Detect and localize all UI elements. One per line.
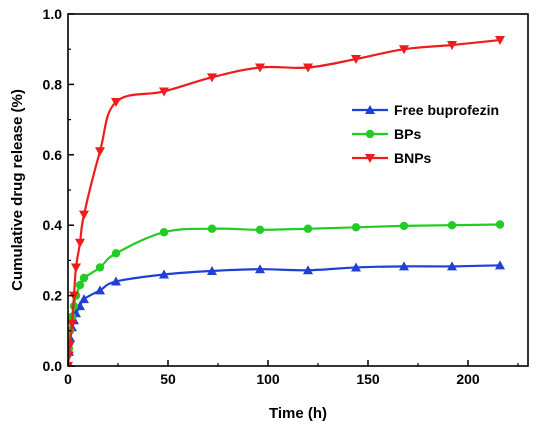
y-axis-title: Cumulative drug release (%) bbox=[9, 89, 26, 291]
legend-label-bnps: BNPs bbox=[394, 150, 432, 166]
data-point-bps bbox=[351, 223, 361, 232]
y-tick-label: 0.6 bbox=[43, 147, 63, 163]
x-tick-label: 100 bbox=[256, 371, 280, 387]
data-point-bnps bbox=[399, 45, 409, 55]
data-point-free-buprofezin bbox=[79, 294, 89, 304]
series-line-bps bbox=[68, 223, 501, 366]
data-point-bnps bbox=[255, 63, 265, 73]
data-point-bps bbox=[255, 225, 265, 234]
data-point-free-buprofezin bbox=[111, 276, 121, 286]
x-tick-label: 0 bbox=[64, 371, 72, 387]
y-tick-label: 0.4 bbox=[43, 217, 63, 233]
legend-marker-free-buprofezin bbox=[365, 105, 375, 114]
legend-item-bps: BPs bbox=[352, 126, 421, 142]
data-point-bps bbox=[111, 249, 121, 258]
series-line-free-buprofezin bbox=[68, 264, 501, 366]
data-point-free-buprofezin bbox=[399, 261, 409, 271]
data-point-bnps bbox=[207, 73, 217, 83]
data-point-bps bbox=[75, 280, 85, 290]
series-free-buprofezin bbox=[68, 260, 505, 366]
data-point-bps bbox=[95, 263, 105, 272]
data-point-bnps bbox=[68, 362, 73, 366]
data-point-free-buprofezin bbox=[159, 269, 169, 279]
legend-item-free-buprofezin: Free buprofezin bbox=[352, 102, 499, 118]
data-point-free-buprofezin bbox=[351, 262, 361, 272]
data-point-bnps bbox=[68, 351, 74, 361]
data-point-bnps bbox=[303, 63, 313, 73]
data-point-free-buprofezin bbox=[303, 265, 313, 275]
x-axis-title: Time (h) bbox=[269, 405, 327, 422]
data-point-bnps bbox=[447, 40, 457, 50]
series-bps bbox=[68, 220, 505, 366]
data-point-free-buprofezin bbox=[95, 285, 105, 295]
data-point-bps bbox=[159, 228, 169, 237]
data-point-free-buprofezin bbox=[495, 260, 505, 270]
data-point-bps bbox=[79, 273, 89, 283]
data-point-bnps bbox=[159, 87, 169, 97]
legend-label-free-buprofezin: Free buprofezin bbox=[394, 102, 499, 118]
y-tick-label: 0.8 bbox=[43, 76, 63, 92]
x-tick-label: 50 bbox=[160, 371, 176, 387]
data-point-bnps bbox=[68, 340, 75, 350]
legend-label-bps: BPs bbox=[394, 126, 421, 142]
data-point-bps bbox=[447, 221, 457, 230]
series-bnps bbox=[68, 36, 505, 366]
data-point-bps bbox=[207, 224, 217, 233]
data-point-bps bbox=[495, 220, 505, 229]
x-tick-label: 200 bbox=[456, 371, 480, 387]
data-point-bnps bbox=[495, 36, 505, 46]
data-point-bnps bbox=[68, 319, 77, 329]
y-tick-label: 0.0 bbox=[43, 358, 63, 374]
data-point-bnps bbox=[75, 238, 85, 248]
x-tick-label: 150 bbox=[356, 371, 380, 387]
data-point-bnps bbox=[95, 147, 105, 157]
data-point-free-buprofezin bbox=[207, 265, 217, 275]
data-point-bnps bbox=[71, 263, 81, 273]
data-point-free-buprofezin bbox=[447, 261, 457, 271]
data-point-bps bbox=[399, 221, 409, 231]
series-line-bnps bbox=[68, 38, 501, 366]
data-point-bnps bbox=[79, 210, 89, 220]
data-point-bnps bbox=[111, 98, 121, 107]
data-point-free-buprofezin bbox=[255, 264, 265, 274]
legend-item-bnps: BNPs bbox=[352, 150, 432, 166]
data-point-bps bbox=[303, 224, 313, 233]
legend-marker-bps bbox=[365, 129, 375, 139]
y-tick-label: 0.2 bbox=[43, 288, 63, 304]
y-tick-label: 1.0 bbox=[43, 6, 63, 22]
data-point-bnps bbox=[351, 55, 361, 65]
legend-marker-bnps bbox=[365, 154, 375, 163]
